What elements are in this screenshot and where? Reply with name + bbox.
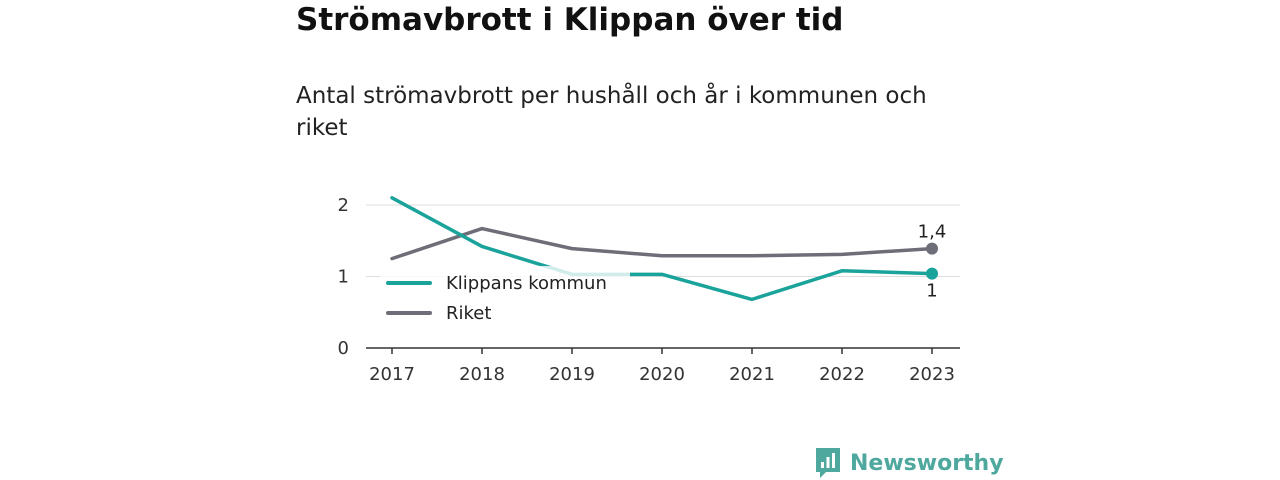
legend-background bbox=[380, 266, 630, 332]
x-tick-label: 2021 bbox=[729, 364, 775, 385]
end-point bbox=[926, 242, 938, 255]
x-tick-label: 2023 bbox=[909, 364, 955, 385]
x-tick-label: 2022 bbox=[819, 364, 865, 385]
newsworthy-logo-icon bbox=[816, 448, 840, 478]
legend: Klippans kommun Riket bbox=[380, 266, 630, 332]
chart-subtitle: Antal strömavbrott per hushåll och år i … bbox=[296, 83, 927, 141]
x-tick-label: 2017 bbox=[369, 364, 415, 385]
legend-label: Riket bbox=[446, 303, 491, 324]
chart-title: Strömavbrott i Klippan över tid bbox=[296, 2, 844, 38]
brand: Newsworthy bbox=[814, 446, 1004, 480]
x-tick-label: 2018 bbox=[459, 364, 505, 385]
brand-name: Newsworthy bbox=[850, 450, 1004, 476]
series-line-riket bbox=[390, 226, 934, 261]
legend-label: Klippans kommun bbox=[446, 273, 607, 294]
y-tick-label: 2 bbox=[338, 195, 349, 216]
y-tick-label: 0 bbox=[338, 338, 349, 359]
y-tick-label: 1 bbox=[338, 267, 349, 288]
x-tick-label: 2019 bbox=[549, 364, 595, 385]
series-line-klippans-kommun bbox=[390, 196, 934, 302]
end-value-label: 1,4 bbox=[918, 222, 947, 243]
end-point bbox=[926, 267, 938, 280]
x-tick-label: 2020 bbox=[639, 364, 685, 385]
end-value-label: 1 bbox=[926, 281, 937, 302]
